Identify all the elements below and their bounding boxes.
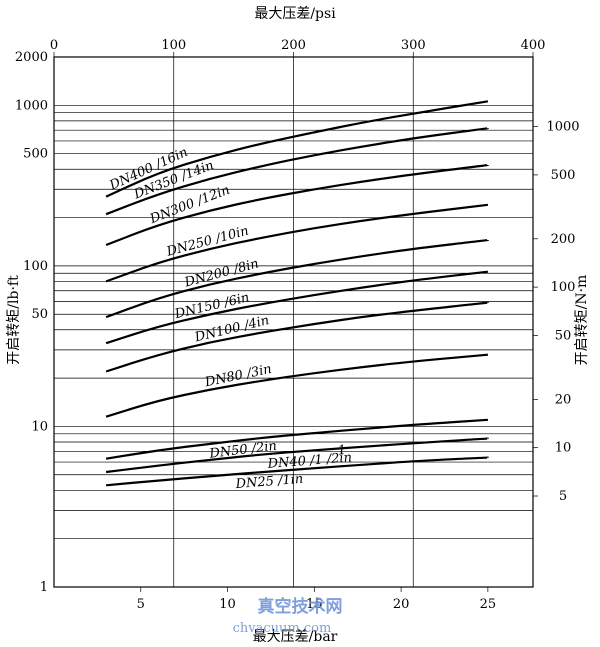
right-tick-label: 1000 [546, 120, 579, 135]
bottom-tick-label: 25 [480, 597, 497, 612]
series-line-5 [105, 270, 489, 345]
bottom-tick-label: 20 [393, 597, 410, 612]
curve-label-5: DN150 /6in [173, 290, 251, 322]
grid [54, 56, 533, 587]
right-tick-label: 20 [555, 392, 572, 407]
left-tick-label: 50 [31, 307, 48, 322]
curves [105, 100, 489, 487]
series-line-6 [105, 301, 489, 373]
left-tick-label: 1000 [15, 98, 48, 113]
series-line-1 [105, 127, 489, 216]
series-line-2 [105, 163, 489, 247]
bottom-axis-title: 最大压差/bar [253, 629, 338, 645]
top-tick-label: 400 [521, 38, 546, 53]
right-tick-label: 200 [551, 232, 576, 247]
watermark-title: 真空技术网 [258, 596, 343, 617]
curve-label-7: DN80 /3in [203, 362, 273, 391]
plot-frame [53, 56, 534, 588]
curve-label-10: DN40 /1 /2in [266, 450, 352, 472]
right-tick-label: 500 [551, 168, 576, 183]
series-line-8 [105, 418, 488, 460]
left-tick-label: 10 [31, 419, 48, 434]
bottom-tick-label: 15 [306, 597, 323, 612]
top-tick-label: 0 [50, 38, 58, 53]
curve-label-11: DN25 /1in [234, 472, 304, 492]
series-line-9 [105, 437, 489, 474]
top-axis-title: 最大压差/psi [254, 6, 336, 22]
series-line-10 [105, 456, 489, 487]
curve-label-4: DN200 /8in [182, 256, 260, 290]
curve-label-9: 1 [337, 443, 346, 459]
series-line-0 [105, 100, 489, 198]
series-line-3 [105, 203, 489, 283]
curve-label-6: DN100 /4in [192, 313, 270, 346]
watermark-url: chvacuum.com [233, 621, 332, 636]
series-line-4 [105, 238, 489, 319]
right-tick-label: 50 [555, 328, 572, 343]
right-tick-label: 10 [555, 441, 572, 456]
bottom-tick-label: 10 [219, 597, 236, 612]
top-tick-label: 300 [401, 38, 426, 53]
series-line-7 [105, 353, 488, 418]
right-axis-title: 开启转矩/N·m [574, 275, 590, 366]
top-tick-label: 100 [161, 38, 186, 53]
right-tick-label: 100 [551, 280, 576, 295]
left-tick-label: 1 [40, 580, 48, 595]
left-tick-label: 100 [23, 259, 48, 274]
left-tick-label: 2000 [15, 50, 48, 65]
bottom-tick-label: 5 [137, 597, 145, 612]
right-tick-label: 5 [559, 489, 567, 504]
top-tick-label: 200 [281, 38, 306, 53]
left-tick-label: 500 [23, 147, 48, 162]
left-axis-title: 开启转矩/lb·ft [6, 275, 22, 365]
